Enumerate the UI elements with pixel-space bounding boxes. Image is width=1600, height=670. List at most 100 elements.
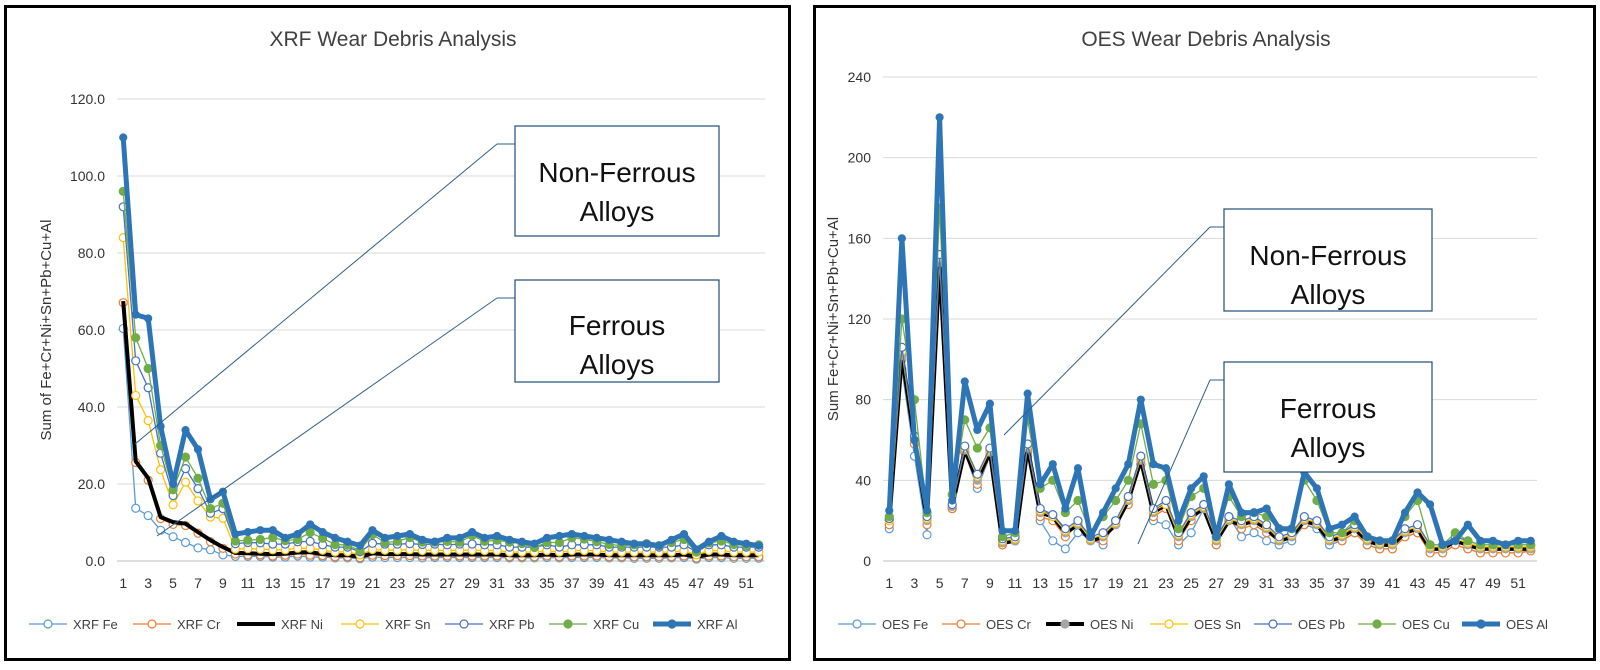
x-tick-label: 23: [1158, 575, 1174, 591]
x-tick-label: 37: [564, 575, 580, 591]
xrf-chart-panel: XRF Wear Debris Analysis 0.0 20.0 40.0 60.0 8…: [4, 5, 791, 661]
data-point: [1224, 512, 1234, 522]
data-point: [1174, 516, 1183, 525]
data-point: [1048, 536, 1058, 546]
x-tick-label: 13: [1032, 575, 1048, 591]
series-line: [120, 137, 760, 552]
data-point: [885, 506, 894, 515]
data-point: [143, 510, 153, 521]
x-tick-label: 39: [1359, 575, 1375, 591]
data-point: [985, 399, 995, 408]
data-point: [1514, 536, 1523, 545]
legend-marker: [147, 619, 157, 629]
x-tick-label: 29: [464, 575, 480, 591]
legend-entry: OES Pb: [1254, 617, 1345, 632]
x-tick-label: 29: [1234, 575, 1250, 591]
data-point: [405, 529, 414, 539]
data-point: [605, 535, 614, 544]
data-point: [168, 500, 178, 510]
data-point: [1400, 508, 1410, 517]
callout-box: [1223, 361, 1433, 473]
callout-label: Alloys: [1291, 432, 1366, 463]
data-point: [1451, 536, 1460, 545]
y-tick-label: 40: [855, 472, 871, 488]
x-tick-label: 47: [1460, 575, 1476, 591]
x-tick-label: 43: [1410, 575, 1426, 591]
legend-entry: OES Fe: [838, 617, 928, 632]
legend-marker: [43, 619, 53, 629]
data-point: [1425, 540, 1435, 550]
data-point: [1237, 508, 1246, 517]
callout-leader: [156, 297, 498, 537]
series-line: [886, 114, 1531, 548]
x-tick-label: 3: [911, 575, 919, 591]
data-point: [972, 469, 982, 479]
legend-marker: [852, 619, 862, 629]
x-tick-label: 39: [589, 575, 605, 591]
data-point: [1262, 504, 1271, 513]
data-point: [679, 529, 689, 539]
data-point: [1048, 510, 1058, 520]
data-point: [393, 531, 402, 541]
data-point: [704, 537, 714, 546]
series-oes-al: [885, 113, 1535, 549]
callout-label: Alloys: [580, 196, 655, 227]
x-tick-label: 37: [1334, 575, 1350, 591]
callout-label: Non-Ferrous: [1249, 240, 1406, 271]
data-point: [180, 477, 191, 487]
legend-marker: [459, 619, 469, 629]
oes-chart: OES Wear Debris Analysis 0 40 80 120 160 200 24…: [825, 28, 1548, 632]
legend-label: OES Pb: [1298, 617, 1345, 632]
legend-label: OES Fe: [882, 617, 928, 632]
data-point: [330, 533, 340, 543]
legend-label: XRF Ni: [281, 617, 323, 632]
legend-label: XRF Fe: [73, 617, 118, 632]
x-tick-label: 11: [1008, 575, 1023, 591]
data-point: [193, 543, 203, 553]
x-tick-label: 31: [1259, 575, 1275, 591]
x-tick-label: 9: [219, 575, 227, 591]
data-point: [180, 452, 191, 462]
data-point: [144, 314, 153, 323]
series-line: [122, 328, 759, 560]
data-point: [418, 535, 427, 544]
data-point: [1161, 464, 1171, 473]
data-point: [972, 443, 982, 453]
data-point: [205, 545, 216, 555]
data-point: [243, 528, 252, 537]
data-point: [1111, 484, 1120, 493]
data-point: [1199, 472, 1208, 481]
legend-label: XRF Sn: [385, 617, 431, 632]
data-point: [180, 537, 191, 548]
y-tick-label: 80.0: [78, 245, 105, 261]
data-point: [1274, 532, 1284, 542]
data-point: [368, 526, 377, 535]
callout-label: Alloys: [580, 349, 655, 380]
legend-entry: XRF Al: [653, 617, 738, 632]
data-point: [642, 539, 651, 548]
legend-label: OES Cr: [986, 617, 1031, 632]
data-point: [1425, 500, 1435, 509]
y-tick-label: 120: [848, 311, 872, 327]
data-point: [1124, 460, 1133, 469]
x-tick-label: 33: [514, 575, 530, 591]
data-point: [592, 533, 601, 543]
data-point: [367, 538, 378, 548]
data-point: [1476, 536, 1485, 545]
legend-label: XRF Al: [697, 617, 738, 632]
y-tick-label: 60.0: [78, 322, 105, 338]
legend-label: OES Al: [1506, 617, 1548, 632]
data-point: [1212, 532, 1221, 541]
y-axis-label: Sum Fe+Cr+Ni+Sn+Pb+Cu+Al: [825, 217, 842, 421]
data-point: [1086, 532, 1095, 541]
data-point: [1161, 520, 1171, 530]
data-point: [1249, 508, 1259, 517]
data-point: [305, 536, 315, 546]
legend-marker: [563, 619, 573, 629]
data-point: [505, 535, 514, 544]
legend-marker: [1372, 619, 1382, 629]
data-point: [1161, 495, 1171, 506]
data-point: [1287, 524, 1296, 533]
x-tick-label: 41: [614, 575, 630, 591]
data-point: [1173, 524, 1184, 534]
